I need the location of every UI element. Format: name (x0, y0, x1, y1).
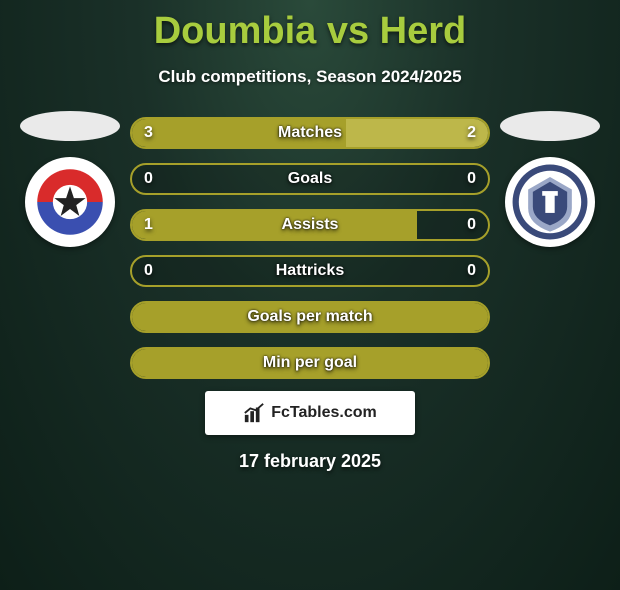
source-badge: FcTables.com (205, 391, 415, 435)
chart-icon (243, 402, 265, 424)
stat-fill-left (132, 119, 346, 147)
stat-row: Min per goal (130, 347, 490, 379)
stat-fill-left (132, 303, 488, 331)
stat-row: Goals per match (130, 301, 490, 333)
stat-label: Hattricks (132, 262, 488, 280)
right-club-badge (505, 157, 595, 247)
stat-bars: Matches32Goals00Assists10Hattricks00Goal… (130, 117, 490, 379)
stat-value-right: 0 (467, 170, 476, 188)
left-club-badge (25, 157, 115, 247)
stat-row: Goals0 0 (130, 163, 490, 195)
stat-value-left: 0 (144, 170, 153, 188)
stat-fill-left (132, 211, 417, 239)
right-club-badge-icon (511, 163, 589, 241)
stat-value-right: 0 (467, 216, 476, 234)
comparison-panel: Matches32Goals00Assists10Hattricks00Goal… (0, 117, 620, 379)
stat-value-left: 0 (144, 262, 153, 280)
stat-row: Assists10 (130, 209, 490, 241)
stat-fill-left (132, 349, 488, 377)
left-club-badge-icon (31, 163, 109, 241)
date-text: 17 february 2025 (0, 451, 620, 472)
subtitle: Club competitions, Season 2024/2025 (0, 67, 620, 87)
stat-row: Matches32 (130, 117, 490, 149)
stat-value-right: 0 (467, 262, 476, 280)
right-player-column (500, 111, 600, 247)
left-player-column (20, 111, 120, 247)
page-title: Doumbia vs Herd (0, 10, 620, 53)
stat-label: Goals (132, 170, 488, 188)
left-player-photo-placeholder (20, 111, 120, 141)
stat-fill-right (346, 119, 488, 147)
stat-row: Hattricks0 0 (130, 255, 490, 287)
right-player-photo-placeholder (500, 111, 600, 141)
source-brand-text: FcTables.com (271, 404, 377, 422)
